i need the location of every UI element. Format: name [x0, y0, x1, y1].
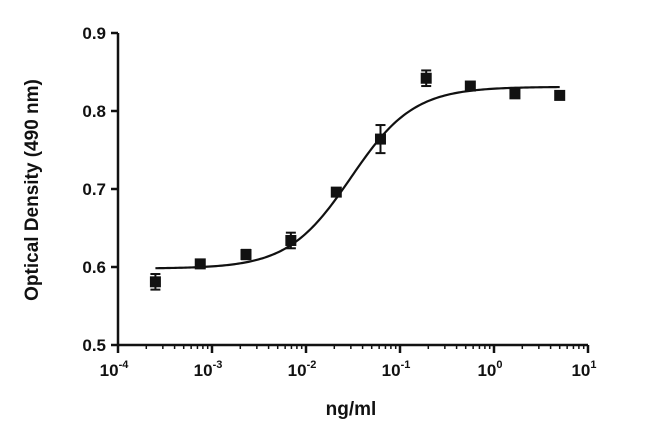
point-marker — [420, 72, 432, 84]
y-axis-title: Optical Density (490 nm) — [22, 79, 43, 301]
point-marker — [509, 88, 521, 100]
y-tick-label: 0.8 — [82, 102, 106, 121]
point-marker — [285, 234, 297, 246]
x-axis-title: ng/ml — [326, 399, 377, 420]
x-tick-label: 101 — [571, 359, 596, 380]
data-point — [330, 186, 342, 198]
data-point — [285, 231, 297, 250]
point-marker — [240, 249, 252, 261]
point-marker — [330, 186, 342, 198]
fit-curve-layer — [155, 85, 560, 270]
point-marker — [194, 258, 206, 270]
y-tick-label: 0.7 — [82, 180, 106, 199]
point-marker — [464, 80, 476, 92]
fit-curve — [155, 85, 560, 270]
data-point — [509, 88, 521, 100]
x-tick-label: 10-2 — [288, 359, 317, 380]
y-tick-label: 0.5 — [82, 336, 106, 355]
data-point — [374, 124, 386, 155]
y-tick-label: 0.9 — [82, 24, 106, 43]
x-tick-label: 10-4 — [100, 359, 130, 380]
point-marker — [554, 89, 566, 101]
data-point — [420, 69, 432, 88]
data-points-layer — [149, 69, 566, 291]
data-point — [240, 248, 252, 261]
data-point — [194, 258, 206, 270]
point-marker — [374, 133, 386, 145]
y-tick-label: 0.6 — [82, 258, 106, 277]
data-point — [464, 80, 476, 92]
data-point — [554, 89, 566, 101]
axes-layer: 0.5 0.6 0.7 0.8 0.9 10-4 10-3 10-2 10-1 100 101 — [82, 24, 596, 380]
x-tick-label: 10-1 — [382, 359, 411, 380]
x-tick-label: 10-3 — [194, 359, 223, 380]
point-marker — [149, 276, 161, 288]
x-tick-label: 100 — [477, 359, 502, 380]
data-point — [149, 273, 161, 291]
